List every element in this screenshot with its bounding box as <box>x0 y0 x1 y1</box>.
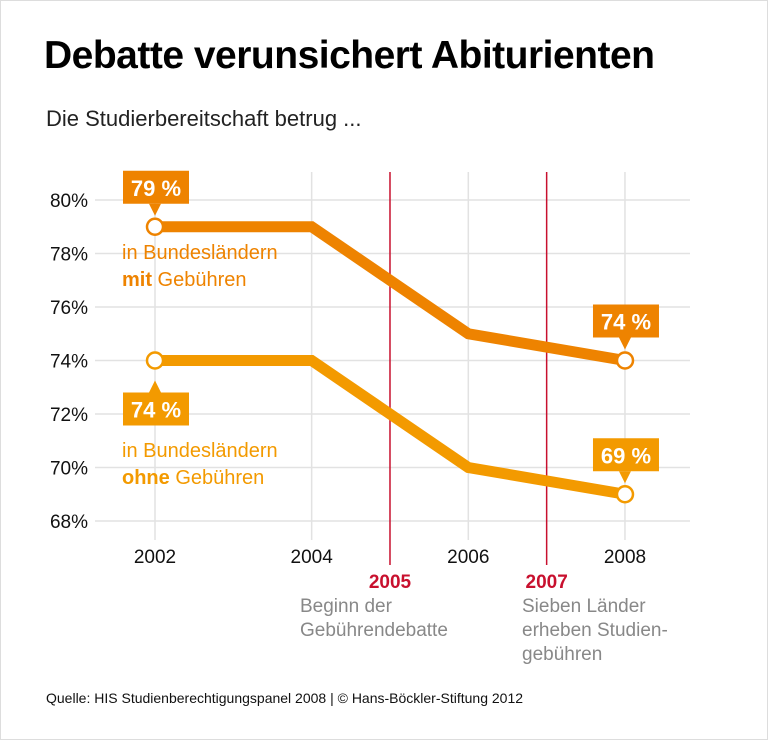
series-name-rest: Gebühren <box>170 467 265 489</box>
x-tick-label: 2002 <box>134 547 176 568</box>
y-tick-label: 70% <box>50 459 88 480</box>
event-description: Sieben Länder <box>522 596 646 617</box>
data-point-marker <box>615 351 635 370</box>
value-callout-pointer <box>149 203 161 216</box>
value-callout-label: 69 % <box>601 443 651 468</box>
event-description: Beginn der <box>300 596 393 617</box>
data-point-marker <box>615 485 635 504</box>
value-callout-box <box>592 304 659 338</box>
value-callout-label: 74 % <box>601 310 651 335</box>
series-name: in Bundesländern <box>122 242 278 264</box>
data-point-marker <box>145 217 165 236</box>
series-name-emphasis: mit <box>122 269 152 291</box>
y-tick-label: 74% <box>50 352 88 373</box>
x-tick-label: 2008 <box>604 547 646 568</box>
y-tick-label: 78% <box>50 245 88 266</box>
value-callout-box <box>592 438 659 472</box>
value-callout-pointer <box>618 471 631 484</box>
value-callout-box <box>123 392 189 426</box>
event-year-label: 2007 <box>526 572 568 593</box>
value-callout-box <box>123 170 189 204</box>
data-point-marker <box>145 351 165 370</box>
chart-subtitle: Die Studierbereitschaft betrug ... <box>46 106 362 131</box>
series-name: ohne Gebühren <box>122 467 264 489</box>
event-description: Gebührendebatte <box>300 620 448 641</box>
event-description: gebühren <box>522 644 602 665</box>
y-tick-label: 80% <box>50 191 88 212</box>
series-name-emphasis: ohne <box>122 467 170 489</box>
value-callout-pointer <box>149 380 161 393</box>
event-description: erheben Studien- <box>522 620 668 641</box>
series-name: mit Gebühren <box>122 269 247 291</box>
y-tick-label: 72% <box>50 405 88 426</box>
y-tick-label: 68% <box>50 512 88 533</box>
event-year-label: 2005 <box>369 572 412 593</box>
x-tick-label: 2004 <box>291 547 334 568</box>
series-name-rest: Gebühren <box>152 269 247 291</box>
value-callout-label: 74 % <box>131 398 181 423</box>
y-tick-label: 76% <box>50 298 88 319</box>
value-callout-pointer <box>618 337 631 350</box>
source-note: Quelle: HIS Studienberechtigungspanel 20… <box>46 690 524 706</box>
series-line <box>155 355 626 500</box>
series-line <box>155 221 626 366</box>
chart-title: Debatte verunsichert Abiturienten <box>44 34 655 77</box>
value-callout-label: 79 % <box>131 176 181 201</box>
x-tick-label: 2006 <box>447 547 489 568</box>
series-name: in Bundesländern <box>122 440 278 462</box>
